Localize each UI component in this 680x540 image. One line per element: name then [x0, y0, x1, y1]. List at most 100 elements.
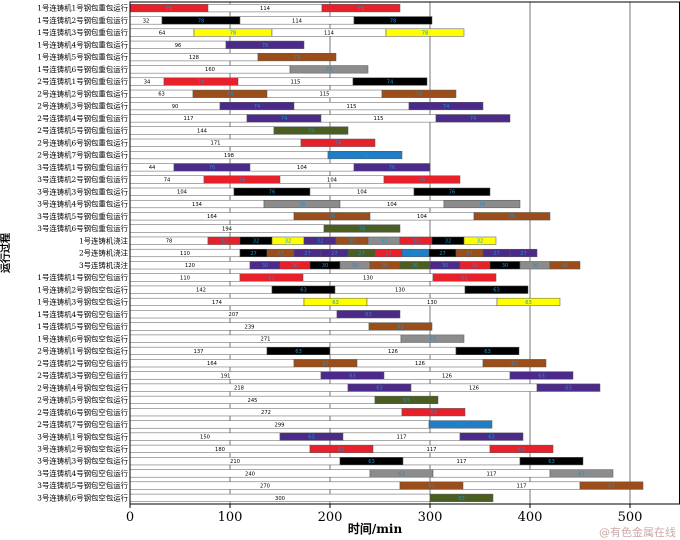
segment-value-label: 63	[322, 361, 329, 367]
segment-value-label: 126	[415, 361, 425, 367]
y-tick-label: 2号连铸机3号钢包空包运行	[37, 371, 128, 380]
segment-value-label: 114	[324, 31, 335, 37]
segment-value-label: 30	[532, 263, 539, 269]
y-tick-label: 1号连铸机4号钢包空包运行	[37, 310, 128, 319]
segment-value-label: 78	[262, 43, 269, 49]
segment-value-label: 63	[565, 386, 572, 392]
y-tick-label: 2号连铸机7号钢包空包运行	[37, 420, 128, 429]
segment-value-label: 74	[470, 116, 477, 122]
segment-value-label: 27	[331, 251, 338, 257]
x-tick-label: 200	[318, 510, 343, 525]
ladle-segment	[519, 457, 584, 466]
segment-value-label: 76	[419, 177, 426, 183]
ladle-segment	[353, 163, 431, 172]
segment-value-label: 117	[517, 484, 527, 490]
segment-value-label: 76	[329, 214, 336, 220]
segment-value-label: 271	[261, 337, 271, 343]
ladle-segment	[482, 359, 547, 368]
segment-value-label: 240	[245, 471, 255, 477]
ladle-segment	[327, 151, 403, 160]
segment-value-label: 164	[207, 361, 218, 367]
ladle-segment	[374, 395, 439, 404]
y-tick-label: 1号连铸机5号钢包空包运行	[37, 322, 128, 331]
y-tick-label: 3号连铸机5号钢包空包运行	[37, 481, 128, 490]
segment-value-label: 78	[326, 67, 333, 73]
segment-value-label: 245	[248, 398, 258, 404]
x-tick-label: 100	[218, 510, 243, 525]
segment-value-label: 30	[352, 263, 359, 269]
segment-value-label: 142	[196, 288, 206, 294]
segment-value-label: 32	[253, 239, 260, 245]
y-tick-label: 1号连铸机1号钢包重包运行	[37, 4, 128, 13]
ladle-segment	[400, 334, 465, 343]
segment-value-label: 144	[197, 128, 208, 134]
segment-value-label: 300	[275, 496, 285, 502]
ladle-segment	[336, 310, 401, 319]
segment-value-label: 126	[442, 373, 452, 379]
ladle-segment	[549, 469, 614, 478]
segment-value-label: 63	[511, 361, 518, 367]
segment-value-label: 74	[362, 153, 369, 159]
segment-value-label: 78	[198, 18, 205, 24]
y-tick-label: 2号连铸机1号钢包空包运行	[37, 347, 128, 356]
segment-value-label: 63	[158, 92, 165, 98]
segment-value-label: 78	[294, 55, 301, 61]
y-tick-label: 3号连铸机5号钢包重包运行	[37, 212, 128, 221]
segment-value-label: 32	[445, 239, 452, 245]
y-tick-label: 2号连铸机1号钢包重包运行	[37, 77, 128, 86]
x-tick-labels: 0 100 200 300 400 500	[126, 504, 642, 525]
segment-value-label: 32	[285, 239, 292, 245]
segment-value-label: 78	[166, 239, 173, 245]
y-axis-title: 运行过程	[0, 233, 12, 273]
segment-value-label: 27	[466, 251, 473, 257]
segment-value-label: 272	[261, 410, 271, 416]
segment-value-label: 63	[461, 275, 468, 281]
segment-value-label: 63	[397, 324, 404, 330]
segment-value-label: 115	[320, 92, 330, 98]
segment-value-label: 78	[166, 6, 173, 12]
segment-value-label: 63	[578, 471, 585, 477]
segment-value-label: 171	[211, 141, 221, 147]
ladle-segment	[455, 346, 520, 355]
segment-value-label: 63	[430, 410, 437, 416]
segment-value-label: 78	[230, 31, 237, 37]
y-tick-label: 3号连铸机2号钢包空包运行	[37, 445, 128, 454]
segment-value-label: 191	[221, 373, 231, 379]
segment-value-label: 63	[493, 288, 500, 294]
segment-value-label: 30	[562, 263, 569, 269]
ladle-segment	[579, 481, 644, 490]
segment-value-label: 74	[254, 104, 261, 110]
segment-value-label: 27	[385, 251, 392, 257]
segment-value-label: 63	[403, 398, 410, 404]
segment-value-label: 210	[230, 459, 240, 465]
segment-value-label: 63	[300, 288, 307, 294]
segment-value-label: 32	[413, 239, 420, 245]
ladle-segment	[401, 408, 466, 417]
segment-value-label: 74	[198, 79, 205, 85]
segment-value-label: 104	[357, 190, 368, 196]
segment-value-label: 74	[443, 104, 450, 110]
segment-value-label: 63	[428, 484, 435, 490]
segment-value-label: 78	[422, 31, 429, 37]
y-tick-label: 2号连铸机4号钢包重包运行	[37, 114, 128, 123]
ladle-segment	[383, 175, 461, 184]
segment-value-label: 174	[212, 300, 223, 306]
y-tick-label: 3号连铸机4号钢包重包运行	[37, 200, 128, 209]
y-tick-label: 3号连铸机1号钢包空包运行	[37, 432, 128, 441]
segment-value-label: 76	[509, 214, 516, 220]
segment-value-label: 150	[200, 435, 210, 441]
segment-value-label: 299	[275, 422, 285, 428]
segment-value-label: 104	[177, 190, 188, 196]
segment-value-label: 27	[277, 251, 284, 257]
y-tick-label: 1号连铸机4号钢包重包运行	[37, 40, 128, 49]
y-tick-label: 1号连铸机6号钢包重包运行	[37, 65, 128, 74]
y-tick-label: 3号连铸机4号钢包空包运行	[37, 469, 128, 478]
ladle-segment	[496, 297, 561, 307]
bars-layer: 78 114 78 32 78 114 78 64 78 114 78 96 78 128 78 160 78 3…	[129, 4, 644, 502]
y-tick-label: 2号连铸机5号钢包空包运行	[37, 396, 128, 405]
ladle-segment	[289, 65, 369, 74]
ladle-segment	[509, 248, 538, 258]
y-tick-label: 3号连铸机3号钢包空包运行	[37, 457, 128, 466]
segment-value-label: 74	[387, 79, 394, 85]
segment-value-label: 63	[368, 459, 375, 465]
